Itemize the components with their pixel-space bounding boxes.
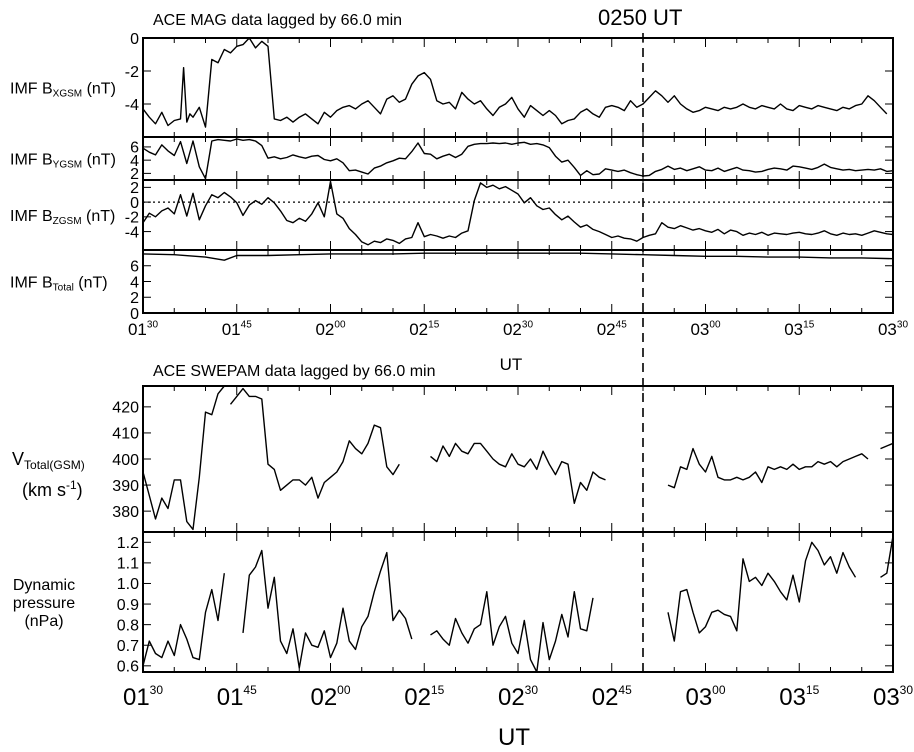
panel-p-series-line [142, 573, 225, 666]
mag-xtick-label: 0145 [222, 319, 252, 339]
panel-by-ytick-label: 4 [130, 153, 139, 170]
swepam-xtick-label: 0230 [498, 683, 538, 711]
panel-by-ylabel: IMF BYGSM (nT) [10, 152, 116, 171]
mag-x-axis-label: UT [500, 355, 523, 374]
panel-bz-ytick-label: -2 [125, 210, 139, 227]
panel-bx-ytick-label: -4 [125, 97, 139, 114]
panel-bx-ytick-label: 0 [130, 31, 139, 48]
panel-v-series-line [430, 442, 606, 504]
panel-bt-ytick-label: 6 [130, 259, 139, 276]
event-label: 0250 UT [598, 5, 682, 30]
panel-v-ytick-label: 410 [112, 426, 139, 443]
swepam-xtick-label: 0145 [217, 683, 257, 711]
panel-v-ytick-label: 400 [112, 452, 139, 469]
swepam-xtick-label: 0300 [685, 683, 725, 711]
panel-v-series-line [880, 442, 894, 450]
swepam-xtick-label: 0200 [310, 683, 350, 711]
panel-by-series-line [142, 138, 894, 180]
swepam-title: ACE SWEPAM data lagged by 66.0 min [153, 363, 436, 380]
mag-title: ACE MAG data lagged by 66.0 min [153, 12, 402, 29]
mag-xtick-label: 0130 [128, 319, 158, 339]
panel-bx-ytick-label: -2 [125, 64, 139, 81]
panel-p-series-line [667, 541, 857, 642]
swepam-x-axis-label: UT [498, 724, 530, 751]
panel-bz-ytick-label: 0 [130, 195, 139, 212]
panel-v-series-line [142, 385, 225, 531]
panel-bx-series-line [142, 37, 888, 128]
panel-v-ylabel: VTotal(GSM) [12, 449, 85, 472]
panel-p-ytick-label: 0.8 [117, 617, 139, 634]
swepam-xtick-label: 0315 [779, 683, 819, 711]
panel-p-ytick-label: 1.1 [117, 556, 139, 573]
panel-p-ytick-label: 0.7 [117, 638, 139, 655]
swepam-xtick-label: 0215 [404, 683, 444, 711]
swepam-xtick-label: 0330 [873, 683, 913, 711]
panel-bt-ylabel: IMF BTotal (nT) [10, 275, 108, 294]
panel-bt-ytick-label: 4 [130, 274, 139, 291]
mag-xtick-label: 0300 [690, 319, 720, 339]
panel-v-ylabel-units: (km s-1) [22, 478, 83, 500]
panel-v-ytick-label: 420 [112, 400, 139, 417]
panel-v-ytick-label: 390 [112, 478, 139, 495]
panel-p-ylabel: (nPa) [24, 613, 63, 630]
mag-xtick-label: 0215 [409, 319, 439, 339]
panel-bz-frame [142, 179, 894, 251]
panel-v-frame [142, 385, 894, 533]
panel-p-ytick-label: 1.2 [117, 535, 139, 552]
panel-bt-frame [142, 249, 894, 314]
mag-xtick-label: 0245 [597, 319, 627, 339]
panel-p-series-line [242, 549, 413, 669]
mag-xtick-label: 0315 [784, 319, 814, 339]
panel-p-ylabel: Dynamic [13, 577, 75, 594]
panel-p-ytick-label: 0.6 [117, 659, 139, 676]
panel-bx-ylabel: IMF BXGSM (nT) [10, 81, 116, 100]
panel-v-series-line [229, 387, 400, 499]
panel-by-ytick-label: 2 [130, 166, 139, 183]
panel-p-ylabel: pressure [13, 595, 75, 612]
panel-bz-ytick-label: -4 [125, 224, 139, 241]
swepam-xtick-label: 0130 [123, 683, 163, 711]
panel-bt-series-line [142, 252, 894, 261]
panel-bt-ytick-label: 0 [130, 306, 139, 323]
panel-p-series-line [880, 535, 894, 578]
panel-bt-ytick-label: 2 [130, 290, 139, 307]
panel-bz-ytick-label: 2 [130, 180, 139, 197]
panel-by-ytick-label: 6 [130, 140, 139, 157]
mag-xtick-label: 0230 [503, 319, 533, 339]
panel-p-ytick-label: 0.9 [117, 597, 139, 614]
panel-p-series-line [430, 591, 594, 673]
mag-xtick-label: 0200 [315, 319, 345, 339]
panel-bz-ylabel: IMF BZGSM (nT) [10, 208, 115, 227]
panel-v-series-line [667, 447, 869, 489]
mag-xtick-label: 0330 [878, 319, 908, 339]
panel-bx-frame [142, 37, 894, 138]
panel-p-ytick-label: 1.0 [117, 576, 139, 593]
panel-v-ytick-label: 380 [112, 504, 139, 521]
panel-bz-series-line [142, 180, 894, 246]
swepam-xtick-label: 0245 [592, 683, 632, 711]
